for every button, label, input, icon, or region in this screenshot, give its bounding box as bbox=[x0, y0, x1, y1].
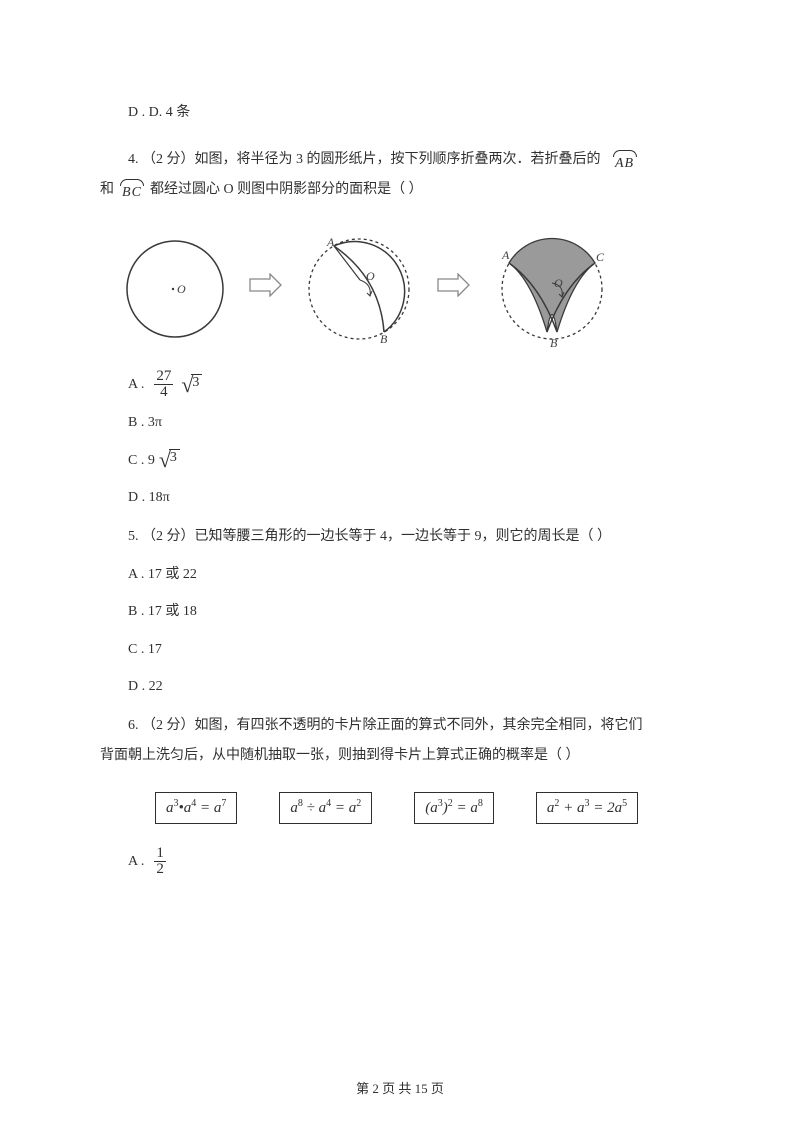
q4-option-b: B . 3π bbox=[100, 408, 700, 437]
card-1: a3•a4 = a7 bbox=[155, 792, 237, 824]
q5-option-c: C . 17 bbox=[100, 635, 700, 664]
svg-text:O: O bbox=[554, 276, 563, 290]
q4-text-1: 4. （2 分）如图，将半径为 3 的圆形纸片，按下列顺序折叠两次．若折叠后的 bbox=[128, 145, 601, 174]
page-number: 第 2 页 共 15 页 bbox=[0, 1078, 800, 1097]
page-content: D . D. 4 条 4. （2 分）如图，将半径为 3 的圆形纸片，按下列顺序… bbox=[0, 0, 800, 877]
opt-label: A . bbox=[128, 370, 144, 399]
svg-text:O: O bbox=[366, 269, 375, 283]
svg-text:O: O bbox=[177, 282, 186, 296]
q4-option-a: A . 27 4 √ 3 bbox=[100, 369, 700, 400]
opt-label: C . 9 bbox=[128, 446, 155, 475]
fraction-icon: 1 2 bbox=[154, 846, 166, 877]
circle-3-icon: O A C B bbox=[488, 229, 616, 349]
arc-bc-icon: BC bbox=[120, 179, 144, 200]
q6-line2: 背面朝上洗匀后，从中随机抽取一张，则抽到得卡片上算式正确的概率是（ ） bbox=[100, 741, 700, 770]
circle-2-icon: A O B bbox=[300, 230, 418, 348]
opt-label: A . bbox=[128, 847, 144, 876]
svg-text:B: B bbox=[380, 332, 388, 346]
q5-option-d: D . 22 bbox=[100, 672, 700, 701]
q4-text-2b: 都经过圆心 O 则图中阴影部分的面积是（ ） bbox=[150, 175, 423, 204]
arc-ab-icon: AB bbox=[613, 150, 637, 171]
circle-1-icon: O bbox=[120, 234, 230, 344]
q5-option-a: A . 17 或 22 bbox=[100, 560, 700, 589]
q6-cards: a3•a4 = a7 a8 ÷ a4 = a2 (a3)2 = a8 a2 + … bbox=[155, 792, 700, 824]
sqrt-icon: √ 3 bbox=[181, 374, 202, 396]
q6-line1: 6. （2 分）如图，有四张不透明的卡片除正面的算式不同外，其余完全相同，将它们 bbox=[100, 711, 700, 740]
fraction-icon: 27 4 bbox=[154, 369, 173, 400]
q4-line1: 4. （2 分）如图，将半径为 3 的圆形纸片，按下列顺序折叠两次．若折叠后的 … bbox=[100, 145, 700, 174]
arrow-icon bbox=[436, 262, 470, 317]
arrow-icon bbox=[248, 262, 282, 317]
svg-text:A: A bbox=[501, 248, 510, 262]
q5-text: 5. （2 分）已知等腰三角形的一边长等于 4，一边长等于 9，则它的周长是（ … bbox=[100, 522, 700, 551]
svg-text:A: A bbox=[326, 235, 335, 249]
card-2: a8 ÷ a4 = a2 bbox=[279, 792, 372, 824]
q4-figure: O A O B O bbox=[120, 229, 700, 349]
card-3: (a3)2 = a8 bbox=[414, 792, 494, 824]
q4-text-2a: 和 bbox=[100, 175, 114, 204]
q5-option-b: B . 17 或 18 bbox=[100, 597, 700, 626]
q3-option-d: D . D. 4 条 bbox=[100, 98, 700, 127]
q4-option-c: C . 9 √ 3 bbox=[100, 446, 700, 475]
svg-text:C: C bbox=[596, 250, 605, 264]
q4-line2: 和 BC 都经过圆心 O 则图中阴影部分的面积是（ ） bbox=[100, 175, 700, 204]
sqrt-icon: √ 3 bbox=[159, 449, 180, 471]
q4-option-d: D . 18π bbox=[100, 483, 700, 512]
q6-option-a: A . 1 2 bbox=[100, 846, 700, 877]
card-4: a2 + a3 = 2a5 bbox=[536, 792, 638, 824]
svg-text:B: B bbox=[550, 336, 558, 349]
